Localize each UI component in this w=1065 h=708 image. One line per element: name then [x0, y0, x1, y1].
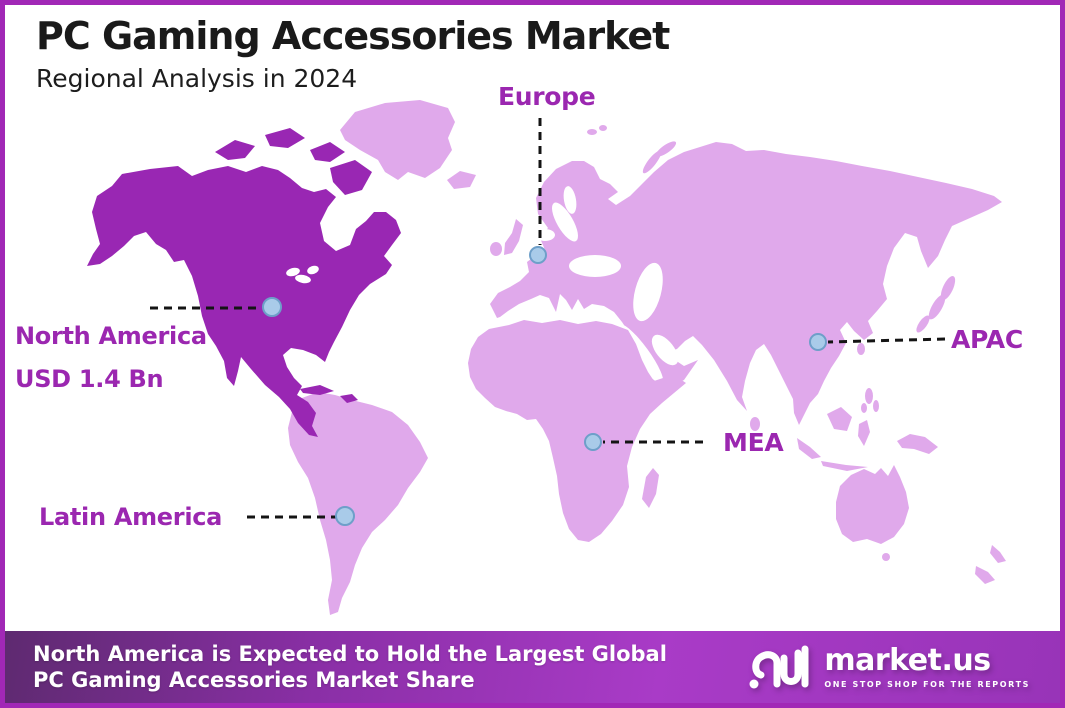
page-subtitle: Regional Analysis in 2024	[36, 64, 358, 93]
north-america-value: USD 1.4 Bn	[15, 365, 164, 393]
brand-text: market.us ONE STOP SHOP FOR THE REPORTS	[824, 642, 1030, 689]
latin-america-marker	[335, 506, 355, 526]
latin-america-label: Latin America	[39, 503, 223, 531]
apac-label: APAC	[951, 325, 1023, 354]
apac-marker	[809, 333, 827, 351]
brand-name: market.us	[824, 642, 991, 678]
markers	[262, 246, 827, 526]
footer-headline-line2: PC Gaming Accessories Market Share	[33, 668, 475, 692]
footer-headline-line1: North America is Expected to Hold the La…	[33, 642, 667, 666]
footer-banner: North America is Expected to Hold the La…	[5, 631, 1060, 703]
region-south-america	[288, 392, 428, 615]
mea-marker	[584, 433, 602, 451]
europe-marker	[529, 246, 547, 264]
brand-logo: market.us ONE STOP SHOP FOR THE REPORTS	[747, 642, 1030, 692]
north-america-label: North America	[15, 322, 207, 350]
footer-headline: North America is Expected to Hold the La…	[33, 641, 667, 693]
header: PC Gaming Accessories Market Regional An…	[36, 14, 670, 93]
leader-lines	[150, 118, 946, 519]
region-oceania	[797, 407, 1006, 584]
region-greenland	[340, 100, 455, 180]
north-america-marker	[262, 297, 282, 317]
region-africa	[468, 320, 686, 542]
apac-leader-line	[827, 337, 946, 344]
page-title: PC Gaming Accessories Market	[36, 14, 670, 58]
europe-label: Europe	[498, 82, 596, 111]
brand-tagline: ONE STOP SHOP FOR THE REPORTS	[824, 679, 1030, 689]
mea-label: MEA	[723, 428, 784, 457]
marketus-logo-icon	[749, 645, 809, 689]
region-north-america	[87, 128, 401, 437]
